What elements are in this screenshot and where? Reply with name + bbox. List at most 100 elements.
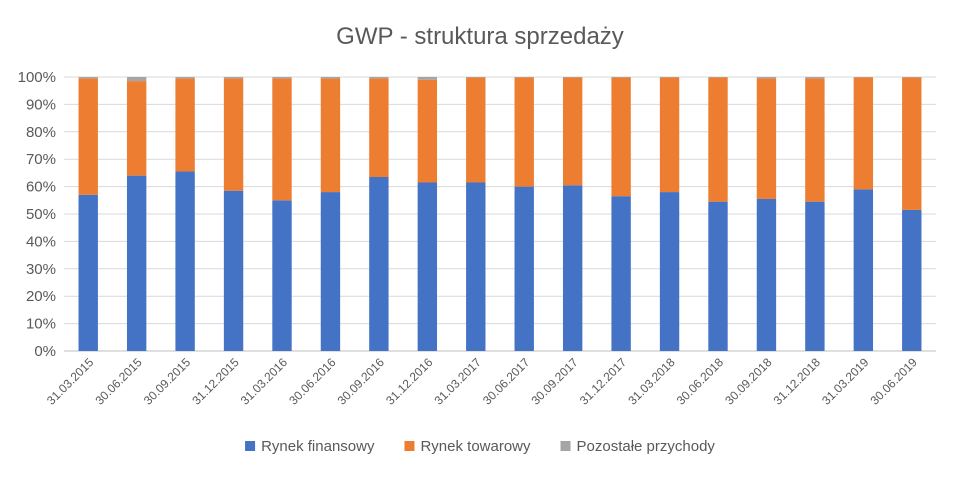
bar-segment bbox=[708, 201, 728, 351]
bar-segment bbox=[320, 192, 341, 351]
bar-segment bbox=[611, 77, 631, 78]
bar-segment bbox=[126, 81, 147, 176]
bar-segment bbox=[659, 77, 680, 193]
y-tick-label: 100% bbox=[18, 69, 56, 86]
x-tick-label: 30.09.2018 bbox=[722, 355, 775, 408]
bar-segment bbox=[369, 77, 389, 79]
bar-segment bbox=[805, 201, 825, 351]
bar-segment bbox=[78, 78, 98, 195]
bar-segment bbox=[272, 77, 292, 79]
bar-segment bbox=[175, 77, 195, 79]
bar-segment bbox=[853, 189, 874, 351]
x-tick-label: 31.03.2016 bbox=[238, 355, 291, 408]
bar-segment bbox=[514, 186, 534, 351]
bar-segment bbox=[78, 77, 98, 79]
y-tick-label: 40% bbox=[26, 233, 56, 250]
x-tick-label: 30.06.2015 bbox=[92, 355, 145, 408]
bar-segment bbox=[369, 78, 389, 178]
bar-segment bbox=[223, 77, 244, 79]
bar-segment bbox=[126, 77, 147, 82]
bar-segment bbox=[708, 77, 728, 202]
legend-label: Rynek finansowy bbox=[261, 438, 375, 455]
bar-segment bbox=[78, 194, 98, 351]
bar-segment bbox=[853, 77, 874, 78]
bar-segment bbox=[902, 77, 922, 210]
legend-item: Pozostałe przychody bbox=[560, 438, 716, 455]
bar-segment bbox=[756, 198, 777, 351]
bar-segment bbox=[223, 78, 244, 191]
y-tick-label: 70% bbox=[26, 151, 56, 168]
bar-segment bbox=[902, 77, 922, 78]
bar-segment bbox=[272, 200, 292, 351]
bar-segment bbox=[562, 77, 583, 78]
chart-title: GWP - struktura sprzedaży bbox=[336, 23, 624, 50]
x-tick-label: 31.12.2017 bbox=[577, 355, 630, 408]
x-tick-label: 30.09.2015 bbox=[141, 355, 194, 408]
legend-swatch bbox=[560, 441, 571, 451]
bar-segment bbox=[659, 77, 680, 78]
y-axis-ticks: 0% 10% 20% 30% 40% 50% 60% 70% 80% 90% 100% bbox=[18, 69, 56, 360]
legend: Rynek finansowy Rynek towarowy Pozostałe p… bbox=[245, 438, 715, 455]
gridlines bbox=[64, 76, 936, 352]
bar-segment bbox=[223, 190, 244, 351]
bar-segment bbox=[902, 209, 922, 351]
bar-segment bbox=[611, 77, 631, 197]
bar-segment bbox=[320, 77, 341, 79]
bar-segment bbox=[369, 177, 389, 351]
x-tick-label: 30.06.2018 bbox=[674, 355, 727, 408]
bar-segment bbox=[611, 196, 631, 351]
bar-segment bbox=[466, 77, 486, 78]
bar-segment bbox=[708, 77, 728, 78]
bar-segment bbox=[562, 185, 583, 351]
bar-segment bbox=[805, 78, 825, 202]
bar-segment bbox=[756, 78, 777, 199]
x-tick-label: 30.09.2016 bbox=[335, 355, 388, 408]
bar-segment bbox=[272, 78, 292, 201]
legend-swatch bbox=[245, 441, 256, 451]
bar-segment bbox=[466, 182, 486, 351]
x-axis-ticks: 31.03.201530.06.201530.09.201531.12.2015… bbox=[44, 355, 920, 408]
legend-label: Rynek towarowy bbox=[420, 438, 531, 455]
bar-segment bbox=[659, 192, 680, 351]
y-tick-label: 30% bbox=[26, 261, 56, 278]
x-tick-label: 31.03.2019 bbox=[819, 355, 872, 408]
y-tick-label: 50% bbox=[26, 206, 56, 223]
bar-segment bbox=[126, 175, 147, 351]
bar-segment bbox=[417, 77, 438, 80]
legend-swatch bbox=[404, 441, 415, 451]
bar-segment bbox=[562, 77, 583, 186]
bar-segment bbox=[514, 77, 534, 78]
x-tick-label: 30.06.2019 bbox=[868, 355, 921, 408]
bar-segment bbox=[805, 77, 825, 79]
bars bbox=[78, 77, 922, 351]
bar-segment bbox=[417, 182, 438, 351]
x-tick-label: 31.12.2018 bbox=[771, 355, 824, 408]
y-tick-label: 20% bbox=[26, 288, 56, 305]
bar-segment bbox=[853, 77, 874, 190]
x-tick-label: 31.03.2017 bbox=[432, 355, 485, 408]
x-tick-label: 30.06.2016 bbox=[286, 355, 339, 408]
legend-item: Rynek towarowy bbox=[404, 438, 531, 455]
bar-segment bbox=[175, 78, 195, 172]
legend-item: Rynek finansowy bbox=[245, 438, 375, 455]
y-tick-label: 10% bbox=[26, 316, 56, 333]
bar-segment bbox=[417, 79, 438, 183]
x-tick-label: 30.09.2017 bbox=[528, 355, 581, 408]
legend-label: Pozostałe przychody bbox=[577, 438, 716, 455]
x-tick-label: 31.12.2016 bbox=[383, 355, 436, 408]
bar-segment bbox=[466, 77, 486, 183]
bar-segment bbox=[514, 77, 534, 187]
y-tick-label: 60% bbox=[26, 179, 56, 196]
bar-segment bbox=[175, 171, 195, 351]
x-tick-label: 30.06.2017 bbox=[480, 355, 533, 408]
y-tick-label: 0% bbox=[34, 343, 56, 360]
y-tick-label: 90% bbox=[26, 96, 56, 113]
x-tick-label: 31.03.2018 bbox=[625, 355, 678, 408]
x-tick-label: 31.03.2015 bbox=[44, 355, 97, 408]
bar-segment bbox=[320, 78, 341, 193]
bar-segment bbox=[756, 77, 777, 79]
y-tick-label: 80% bbox=[26, 124, 56, 141]
x-tick-label: 31.12.2015 bbox=[189, 355, 242, 408]
